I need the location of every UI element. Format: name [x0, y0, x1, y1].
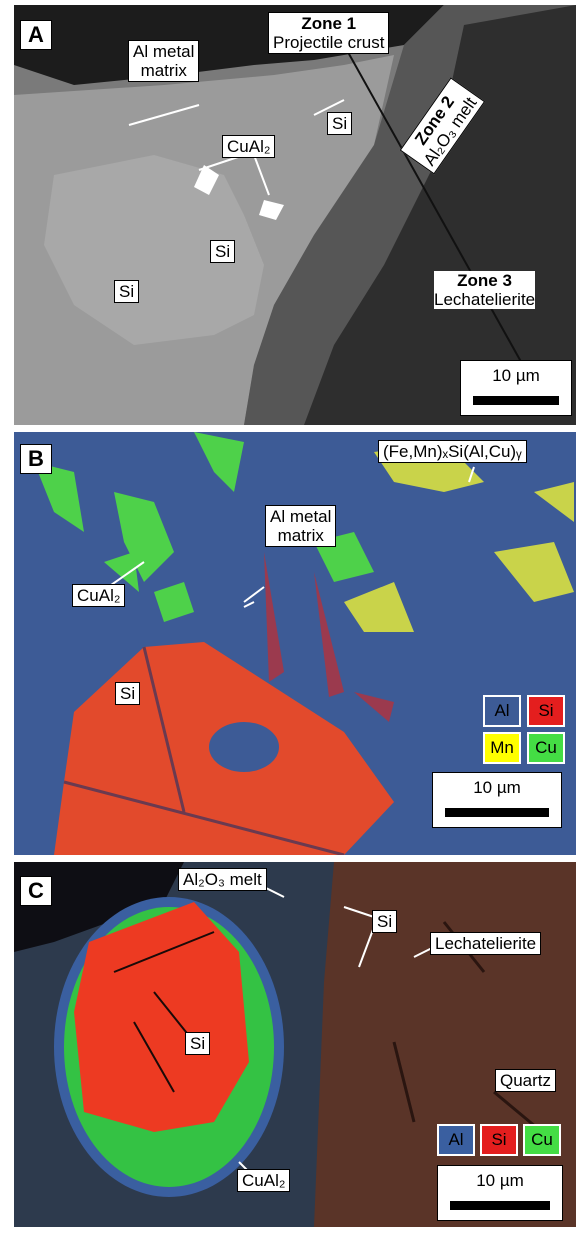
zone-text: Projectile crust: [273, 33, 384, 52]
label: Quartz: [495, 1069, 556, 1092]
scale-bar: 10 µm: [460, 360, 572, 416]
scale-text: 10 µm: [433, 778, 561, 798]
legend-swatch: Si: [480, 1124, 518, 1156]
label-line: Al metal: [133, 42, 194, 61]
label: CuAl₂: [222, 135, 275, 158]
label: Si: [327, 112, 352, 135]
label: Si: [114, 280, 139, 303]
label-line: matrix: [133, 61, 194, 80]
label: Lechatelierite: [430, 932, 541, 955]
scale-text: 10 µm: [461, 366, 571, 386]
panel-c: C Al₂O₃ melt Si Lechatelierite Si Quartz…: [14, 862, 576, 1227]
label: Si: [115, 682, 140, 705]
label: Al₂O₃ melt: [178, 868, 267, 891]
label: CuAl₂: [72, 584, 125, 607]
legend-swatch: Cu: [523, 1124, 561, 1156]
label: (Fe,Mn)ₓSi(Al,Cu)ᵧ: [378, 440, 527, 463]
legend-swatch: Al: [483, 695, 521, 727]
label: CuAl₂: [237, 1169, 290, 1192]
zone-title: Zone 3: [434, 271, 535, 290]
zone-text: Lechatelierite: [434, 290, 535, 309]
label-line: Al metal: [270, 507, 331, 526]
legend-swatch: Cu: [527, 732, 565, 764]
panel-letter: A: [20, 20, 52, 50]
panel-letter: B: [20, 444, 52, 474]
label: Si: [372, 910, 397, 933]
scale-bar: 10 µm: [437, 1165, 563, 1221]
panel-letter: C: [20, 876, 52, 906]
zone-title: Zone 1: [273, 14, 384, 33]
label: Si: [185, 1032, 210, 1055]
scale-bar: 10 µm: [432, 772, 562, 828]
label-line: matrix: [270, 526, 331, 545]
figure: A Zone 1Projectile crust Al metalmatrix …: [0, 0, 581, 1233]
scale-text: 10 µm: [438, 1171, 562, 1191]
legend-swatch: Mn: [483, 732, 521, 764]
legend-swatch: Si: [527, 695, 565, 727]
label: Si: [210, 240, 235, 263]
legend-swatch: Al: [437, 1124, 475, 1156]
